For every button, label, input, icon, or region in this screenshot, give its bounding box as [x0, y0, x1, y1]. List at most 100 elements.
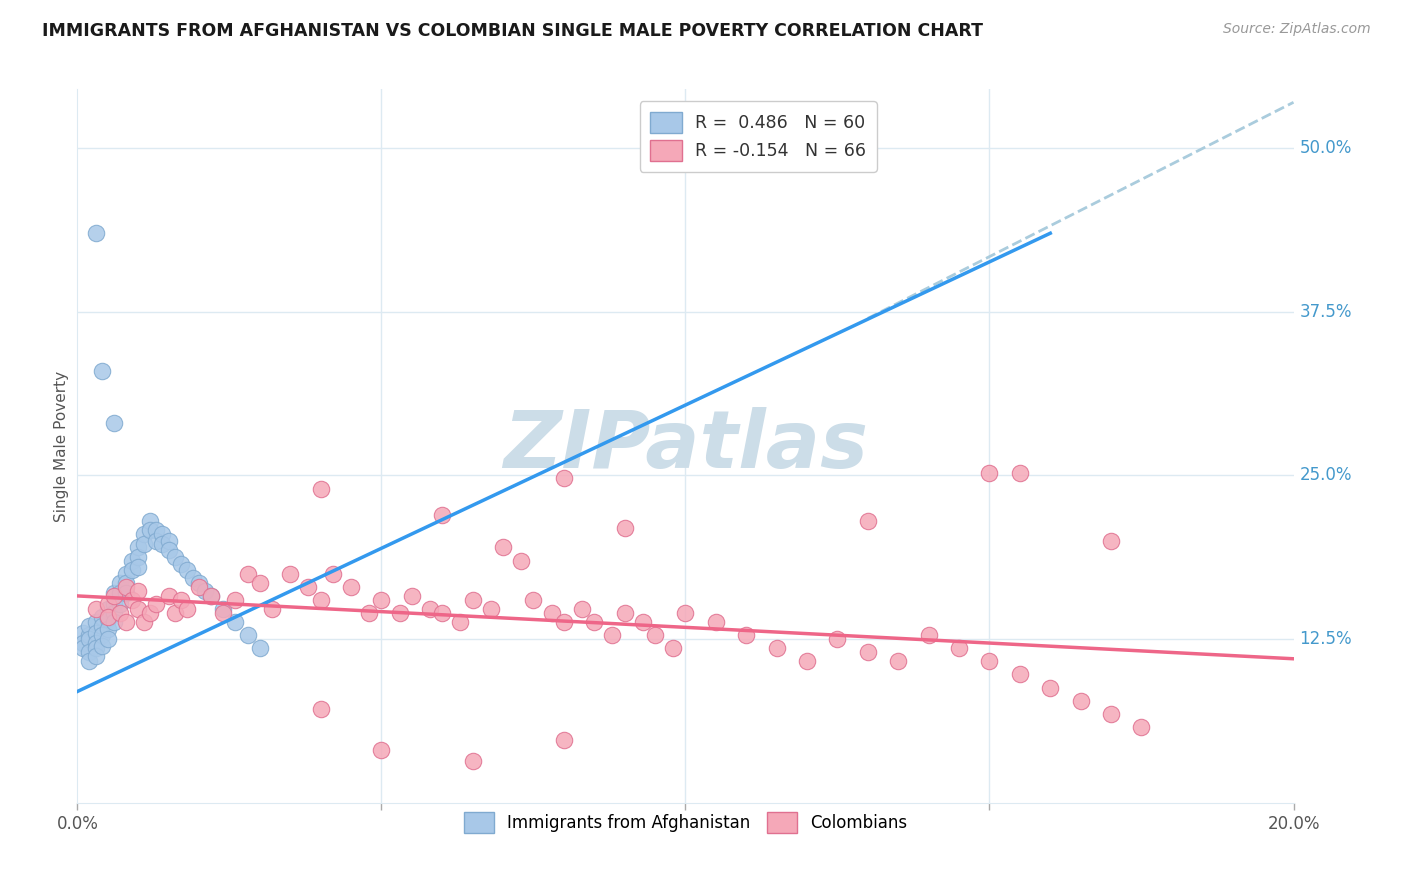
Point [103, 606, 125, 620]
Point [108, 606, 131, 620]
Point [90, 619, 112, 633]
Point [1008, 667, 1031, 681]
Point [492, 541, 515, 555]
Point [856, 514, 879, 528]
Point [224, 592, 246, 607]
Point [127, 583, 149, 598]
Point [522, 592, 544, 607]
Point [90, 639, 112, 653]
Legend: Immigrants from Afghanistan, Colombians: Immigrants from Afghanistan, Colombians [456, 804, 915, 841]
Point [212, 606, 235, 620]
Point [90, 610, 112, 624]
Point [108, 575, 131, 590]
Point [108, 586, 131, 600]
Point [388, 606, 411, 620]
Point [200, 589, 222, 603]
Point [170, 558, 193, 572]
Point [631, 615, 654, 629]
Point [176, 602, 198, 616]
Point [1099, 533, 1122, 548]
Point [163, 549, 186, 564]
Point [401, 589, 423, 603]
Point [127, 560, 149, 574]
Point [553, 615, 575, 629]
Point [278, 566, 301, 581]
Point [979, 654, 1001, 668]
Point [72, 636, 94, 650]
Point [103, 416, 125, 430]
Point [97, 612, 120, 626]
Point [827, 632, 849, 647]
Point [121, 563, 143, 577]
Point [188, 575, 211, 590]
Point [145, 533, 167, 548]
Point [796, 654, 818, 668]
Point [90, 364, 112, 378]
Point [139, 524, 162, 538]
Point [84, 636, 107, 650]
Point [103, 615, 125, 629]
Point [163, 606, 186, 620]
Point [735, 628, 758, 642]
Point [419, 602, 441, 616]
Point [430, 508, 453, 522]
Point [571, 602, 593, 616]
Point [84, 641, 107, 656]
Text: 25.0%: 25.0% [1299, 467, 1353, 484]
Point [152, 536, 174, 550]
Point [97, 610, 120, 624]
Point [134, 536, 156, 550]
Point [121, 553, 143, 567]
Point [553, 471, 575, 485]
Point [181, 571, 204, 585]
Point [224, 615, 246, 629]
Point [176, 563, 198, 577]
Point [79, 645, 101, 659]
Y-axis label: Single Male Poverty: Single Male Poverty [53, 370, 69, 522]
Point [918, 628, 941, 642]
Text: Source: ZipAtlas.com: Source: ZipAtlas.com [1223, 22, 1371, 37]
Point [157, 543, 180, 558]
Point [583, 615, 606, 629]
Point [704, 615, 727, 629]
Point [115, 566, 138, 581]
Text: IMMIGRANTS FROM AFGHANISTAN VS COLOMBIAN SINGLE MALE POVERTY CORRELATION CHART: IMMIGRANTS FROM AFGHANISTAN VS COLOMBIAN… [42, 22, 983, 40]
Point [662, 641, 685, 656]
Point [449, 615, 471, 629]
Point [115, 580, 138, 594]
Point [127, 549, 149, 564]
Point [72, 641, 94, 656]
Point [97, 622, 120, 636]
Point [765, 641, 787, 656]
Point [84, 602, 107, 616]
Point [127, 541, 149, 555]
Point [170, 592, 193, 607]
Point [553, 733, 575, 747]
Point [97, 632, 120, 647]
Point [79, 632, 101, 647]
Point [260, 602, 283, 616]
Point [79, 628, 101, 642]
Point [84, 649, 107, 664]
Point [157, 589, 180, 603]
Point [1008, 466, 1031, 480]
Point [370, 743, 392, 757]
Point [979, 466, 1001, 480]
Point [139, 514, 162, 528]
Point [108, 597, 131, 611]
Point [127, 602, 149, 616]
Text: 50.0%: 50.0% [1299, 139, 1353, 157]
Point [72, 625, 94, 640]
Point [121, 592, 143, 607]
Point [115, 615, 138, 629]
Point [1039, 681, 1062, 695]
Point [84, 625, 107, 640]
Point [479, 602, 502, 616]
Point [249, 575, 271, 590]
Point [1099, 706, 1122, 721]
Point [103, 589, 125, 603]
Point [194, 583, 217, 598]
Point [97, 597, 120, 611]
Point [139, 606, 162, 620]
Point [340, 580, 363, 594]
